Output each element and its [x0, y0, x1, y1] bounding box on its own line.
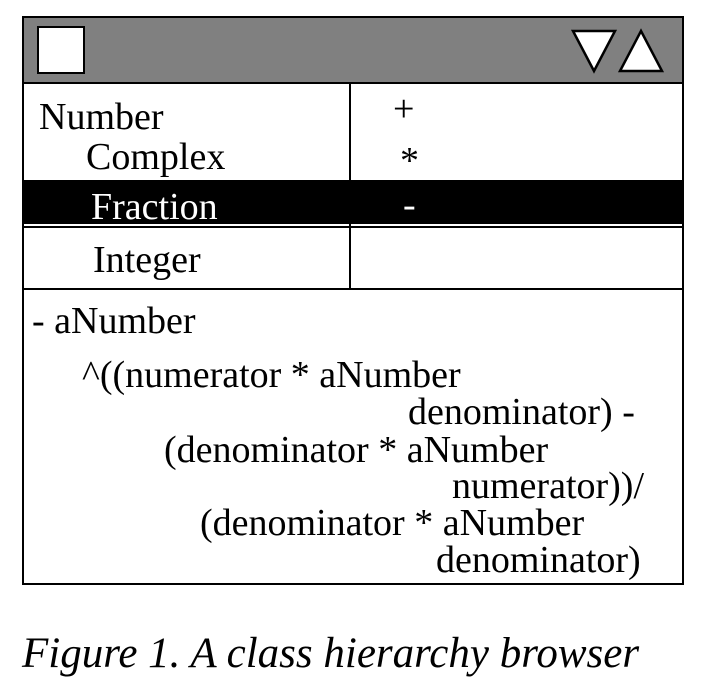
class-item-fraction[interactable]: Fraction	[91, 186, 218, 228]
method-item-plus[interactable]: +	[393, 88, 415, 130]
browser-panes: Number Complex Fraction Integer + * -	[24, 84, 682, 290]
pane-divider-vertical	[349, 84, 351, 288]
triangle-up-icon[interactable]	[617, 28, 665, 73]
code-line: denominator)	[436, 539, 641, 581]
pane-divider-horizontal	[24, 226, 682, 228]
selection-highlight	[24, 180, 682, 224]
class-item-integer[interactable]: Integer	[93, 239, 201, 281]
code-line: (denominator * aNumber	[200, 502, 585, 544]
code-line: ^((numerator * aNumber	[82, 354, 461, 396]
triangle-down-icon[interactable]	[570, 29, 618, 74]
method-item-minus[interactable]: -	[403, 184, 416, 226]
figure-caption: Figure 1. A class hierarchy browser	[22, 630, 640, 677]
code-line: denominator) -	[408, 391, 635, 433]
method-item-times[interactable]: *	[400, 140, 419, 182]
class-item-complex[interactable]: Complex	[86, 136, 226, 178]
code-line: numerator))/	[452, 465, 645, 507]
code-pane[interactable]: - aNumber ^((numerator * aNumber denomin…	[24, 290, 682, 583]
code-line: (denominator * aNumber	[164, 429, 549, 471]
scroll-arrows	[570, 28, 666, 74]
title-bar[interactable]	[24, 18, 682, 84]
class-browser-window: Number Complex Fraction Integer + * - - …	[22, 16, 684, 585]
close-box-icon[interactable]	[37, 26, 85, 74]
class-item-number[interactable]: Number	[39, 96, 164, 138]
code-line: - aNumber	[32, 300, 196, 342]
